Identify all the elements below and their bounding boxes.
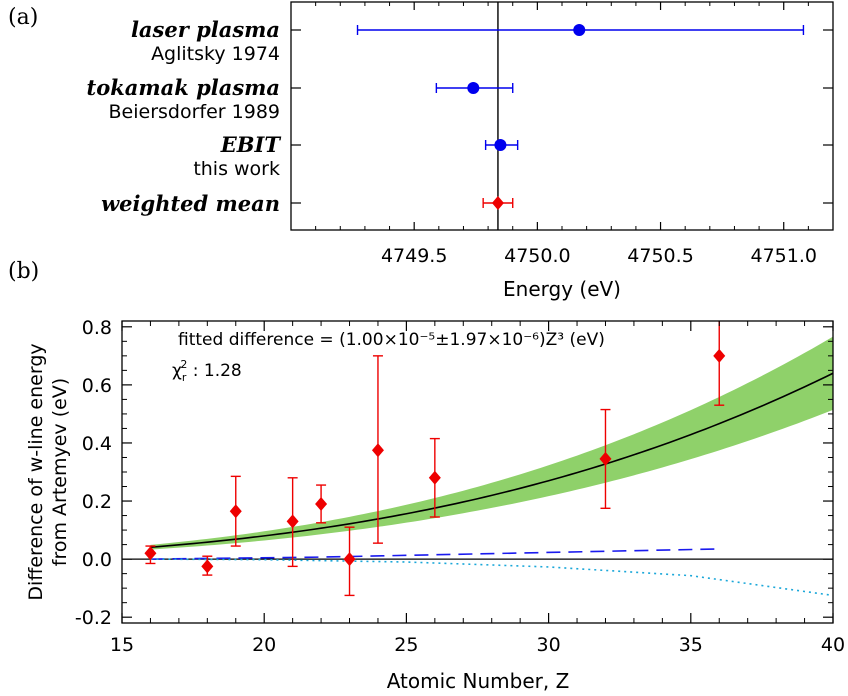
row-label-sub: this work xyxy=(193,158,280,180)
chi-square-annotation: χr2 : 1.28 xyxy=(172,358,242,384)
panel-b-label: (b) xyxy=(8,259,39,284)
data-point xyxy=(713,348,726,363)
panel-b-points xyxy=(144,321,726,597)
fit-annotation: fitted difference = (1.00×10⁻⁵±1.97×10⁻⁶… xyxy=(178,330,605,350)
data-point xyxy=(343,552,356,567)
y-tick-label: -0.2 xyxy=(75,607,112,629)
data-point xyxy=(428,470,441,485)
x-tick-label: 20 xyxy=(252,634,276,656)
x-tick-label: 4749.5 xyxy=(381,245,447,267)
data-point xyxy=(315,496,328,511)
data-point xyxy=(573,24,586,36)
x-tick-label: 25 xyxy=(394,634,418,656)
row-label-sub: Aglitsky 1974 xyxy=(151,43,280,65)
chi-symbol: χ xyxy=(172,361,182,381)
row-label-main: weighted mean xyxy=(101,191,280,216)
row-label-sub: Beiersdorfer 1989 xyxy=(109,101,280,123)
chi-value: : 1.28 xyxy=(187,361,241,381)
data-point xyxy=(494,139,507,151)
chi-superscript: 2 xyxy=(180,358,187,371)
x-tick-label: 4750.5 xyxy=(627,245,693,267)
y-tick-label: 0.8 xyxy=(82,317,112,339)
y-tick-label: 0.0 xyxy=(82,549,112,571)
data-point xyxy=(144,546,157,561)
band-area xyxy=(150,336,833,550)
row-label-main: EBIT xyxy=(220,132,282,157)
panel-a-label: (a) xyxy=(8,5,38,30)
panel-b-ticks: 15 20 25 30 35 40 -0.2 0.0 0.2 0.4 0.6 0.8 xyxy=(75,317,845,656)
row-label-main: laser plasma xyxy=(131,17,280,42)
y-tick-label: 0.2 xyxy=(82,491,112,513)
y-tick-label: 0.4 xyxy=(82,433,112,455)
panel-a-marks xyxy=(356,24,805,210)
chi-subscript: r xyxy=(182,371,187,384)
panel-b: (b) 15 20 25 30 35 40 -0.2 0.0 0.2 0.4 0.6 0.8 fitt… xyxy=(8,259,845,693)
panel-a-frame xyxy=(290,1,834,231)
data-point xyxy=(371,443,384,458)
x-tick-label: 4750.0 xyxy=(504,245,570,267)
data-point xyxy=(599,451,612,466)
fit-uncertainty-band xyxy=(150,336,833,550)
fit-line xyxy=(150,372,834,549)
x-tick-label: 35 xyxy=(679,634,703,656)
data-point xyxy=(491,196,504,210)
panel-a-x-axis-label: Energy (eV) xyxy=(503,277,621,301)
x-tick-label: 15 xyxy=(110,634,134,656)
dotted-curve xyxy=(150,558,834,597)
panel-b-x-axis-label: Atomic Number, Z xyxy=(387,669,570,693)
panel-b-y-axis-label-line1: Difference of w-line energy xyxy=(25,343,47,600)
x-tick-label: 30 xyxy=(537,634,561,656)
data-point xyxy=(467,82,480,94)
data-point xyxy=(286,514,299,529)
row-label-main: tokamak plasma xyxy=(87,75,280,100)
panel-b-y-axis-label-line2: from Artemyev (eV) xyxy=(49,378,71,566)
data-point xyxy=(201,559,214,574)
x-tick-label: 40 xyxy=(821,634,845,656)
panel-a-x-ticks: 4749.5 4750.0 4750.5 4751.0 xyxy=(315,2,817,267)
dashed-curve xyxy=(150,548,720,560)
y-tick-label: 0.6 xyxy=(82,375,112,397)
x-tick-label: 4751.0 xyxy=(750,245,816,267)
data-point xyxy=(229,504,242,519)
panel-a: (a) 4749.5 4750.0 4750.5 4751.0 laser plasm… xyxy=(8,1,834,301)
